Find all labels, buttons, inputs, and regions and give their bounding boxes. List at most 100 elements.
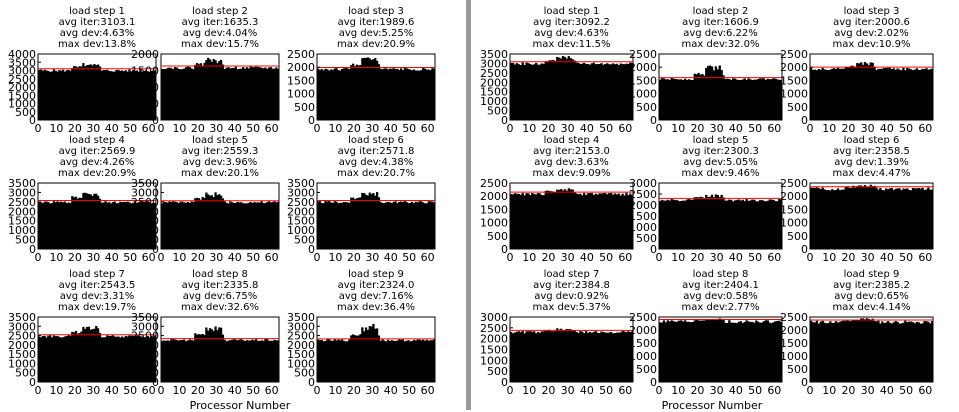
bar — [625, 63, 628, 120]
x-tick-label: 60 — [618, 122, 632, 135]
bar — [427, 340, 430, 382]
bar — [348, 69, 351, 120]
bar — [747, 200, 750, 249]
bar — [542, 195, 545, 249]
subplot-stat: max dev:2.77% — [681, 302, 760, 313]
bar — [342, 201, 346, 249]
bar — [739, 200, 743, 249]
bar — [205, 60, 208, 120]
bar — [326, 69, 329, 120]
bar — [840, 189, 844, 249]
bar — [623, 195, 626, 249]
bar — [834, 189, 838, 249]
bar — [529, 331, 532, 382]
bar — [749, 79, 752, 120]
y-tick-label: 1500 — [780, 203, 808, 216]
bar — [340, 69, 344, 120]
bar — [214, 192, 217, 249]
bar — [218, 194, 221, 249]
bar — [817, 323, 821, 382]
bar — [249, 340, 252, 382]
bar — [60, 201, 63, 249]
bar — [168, 340, 171, 382]
bar — [743, 321, 746, 382]
y-tick-label: 500 — [636, 363, 657, 376]
bar — [716, 69, 719, 120]
bar — [199, 63, 202, 120]
bar — [909, 321, 913, 382]
bar — [596, 194, 599, 249]
bar — [863, 61, 867, 120]
bar — [749, 200, 752, 249]
bar — [906, 322, 909, 382]
bar — [170, 339, 173, 382]
bar — [703, 75, 706, 120]
bar — [762, 321, 766, 382]
bar — [210, 61, 214, 120]
bar — [917, 322, 920, 382]
bar — [340, 339, 344, 382]
bar — [124, 201, 127, 249]
subplot-title: load step 4 — [543, 135, 600, 146]
bar — [135, 70, 138, 120]
bar — [56, 71, 59, 120]
bar — [678, 79, 681, 120]
bar — [225, 202, 228, 249]
bar — [223, 69, 226, 120]
bar — [214, 326, 217, 382]
bar — [333, 68, 336, 120]
bar — [550, 331, 553, 382]
y-tick-label: 500 — [138, 98, 159, 111]
bar — [416, 202, 419, 249]
x-tick-label: 0 — [807, 251, 814, 264]
bar — [867, 187, 870, 249]
bar — [867, 65, 870, 120]
subplot-stat: avg dev:3.96% — [182, 157, 258, 168]
bar — [718, 318, 721, 382]
bar — [923, 189, 926, 249]
bar — [357, 197, 360, 249]
bar — [273, 339, 276, 382]
bar — [214, 60, 217, 120]
bar — [838, 68, 842, 120]
bar — [915, 188, 919, 249]
x-tick-label: 50 — [402, 122, 416, 135]
bar — [726, 78, 729, 120]
bar — [884, 67, 888, 120]
x-tick-label: 60 — [767, 251, 781, 264]
bar — [414, 70, 417, 120]
bar — [333, 339, 336, 382]
y-tick-label: 1500 — [780, 74, 808, 87]
bar — [904, 320, 907, 382]
bar — [683, 320, 687, 382]
bar — [517, 64, 521, 120]
bar — [774, 78, 777, 120]
bar — [63, 336, 67, 382]
bar — [697, 320, 700, 382]
bar — [387, 201, 390, 249]
bar — [741, 79, 744, 120]
bar — [45, 70, 48, 120]
bar — [563, 329, 567, 382]
bar — [271, 340, 274, 382]
bar — [590, 332, 594, 382]
bar — [100, 202, 103, 249]
y-tick-label: 0 — [650, 376, 657, 389]
bar — [523, 65, 526, 120]
bar — [931, 189, 934, 249]
bar — [896, 321, 899, 382]
y-tick-label: 2500 — [780, 48, 808, 61]
bar — [433, 202, 436, 249]
bar — [350, 335, 353, 382]
bar — [98, 332, 102, 382]
subplot-stat: max dev:20.9% — [337, 39, 415, 50]
bar — [894, 188, 897, 249]
bar — [687, 321, 691, 382]
bar — [682, 321, 685, 382]
bar — [348, 202, 351, 249]
bar — [842, 189, 845, 249]
bar — [672, 78, 675, 120]
bar — [39, 202, 43, 249]
bar — [411, 201, 414, 249]
y-tick-label: 1500 — [131, 215, 159, 228]
